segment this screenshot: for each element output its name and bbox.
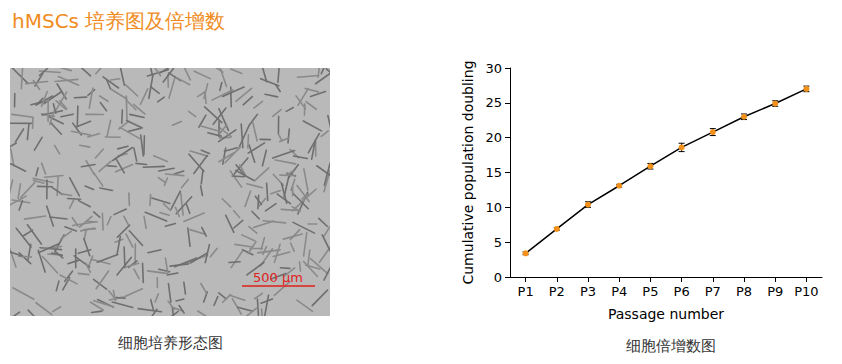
svg-text:10: 10	[485, 200, 502, 215]
svg-text:P4: P4	[611, 284, 627, 299]
html-text:细胞培养形态图: 细胞培养形态图	[117, 334, 223, 352]
svg-text:P1: P1	[518, 284, 534, 299]
svg-text:30: 30	[485, 61, 502, 76]
svg-text:20: 20	[485, 130, 502, 145]
svg-text:Cumulative population doubling: Cumulative population doubling	[460, 60, 476, 284]
svg-text:P2: P2	[549, 284, 565, 299]
svg-text:5: 5	[494, 235, 502, 250]
svg-text:P3: P3	[580, 284, 596, 299]
svg-text:P6: P6	[674, 284, 690, 299]
svg-text:P9: P9	[767, 284, 783, 299]
svg-text:15: 15	[485, 165, 502, 180]
html-text:hMSCs 培养图及倍增数: hMSCs 培养图及倍增数	[12, 9, 226, 33]
svg-text:Passage number: Passage number	[608, 306, 724, 322]
svg-text:P7: P7	[705, 284, 721, 299]
svg-text:P5: P5	[642, 284, 658, 299]
svg-text:P10: P10	[794, 284, 818, 299]
svg-text:0: 0	[494, 270, 502, 285]
svg-text:P8: P8	[736, 284, 752, 299]
svg-text:细胞倍增数图: 细胞倍增数图	[626, 337, 716, 355]
svg-text:25: 25	[485, 95, 502, 110]
svg-text:500 μm: 500 μm	[253, 270, 303, 285]
